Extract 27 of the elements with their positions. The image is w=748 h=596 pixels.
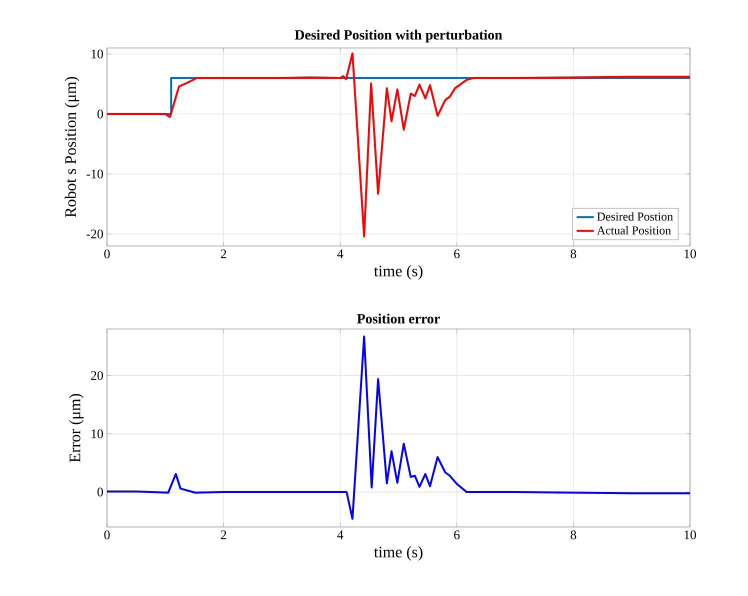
x-tick-label: 6 <box>454 250 460 258</box>
y-tick-label: 10 <box>92 429 103 438</box>
legend-label: Actual Position <box>596 226 671 234</box>
x-tick-label: 0 <box>104 250 110 258</box>
y-tick-label: -10 <box>86 170 103 178</box>
y-tick-label: 0 <box>97 488 103 496</box>
chart-title: Position error <box>357 314 440 324</box>
chart-title: Desired Position with perturbation <box>294 30 502 42</box>
x-tick-label: 10 <box>684 530 696 540</box>
x-tick-label: 10 <box>684 250 696 258</box>
x-tick-label: 4 <box>337 250 344 258</box>
x-tick-label: 2 <box>220 250 226 258</box>
y-tick-label: 20 <box>91 371 103 380</box>
y-tick-label: 0 <box>97 110 103 118</box>
y-tick-label: 10 <box>92 50 103 58</box>
y-tick-label: -20 <box>86 230 103 238</box>
x-tick-label: 8 <box>570 250 576 258</box>
y-axis-title: Robot s Position (μm) <box>64 76 80 218</box>
x-tick-label: 4 <box>337 530 344 540</box>
x-axis-title: time (s) <box>374 546 422 561</box>
x-axis-title: time (s) <box>374 265 422 280</box>
x-tick-label: 2 <box>220 530 226 540</box>
x-tick-label: 8 <box>570 530 576 540</box>
legend-label: Desired Postion <box>597 212 673 221</box>
x-tick-label: 0 <box>104 530 110 540</box>
x-tick-label: 6 <box>454 530 460 540</box>
y-axis-title: Error (μm) <box>69 394 84 462</box>
